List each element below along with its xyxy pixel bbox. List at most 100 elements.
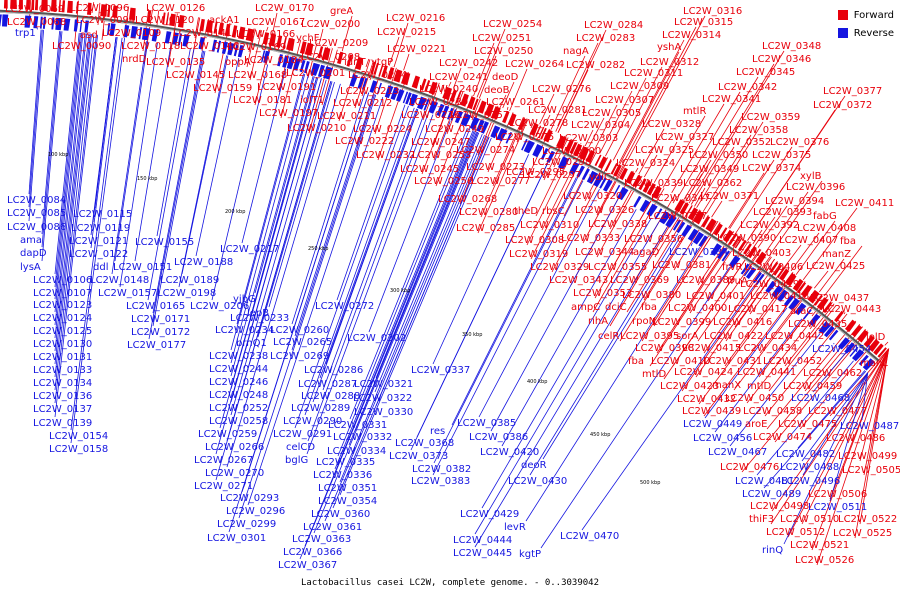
gene-leader (502, 81, 515, 109)
gene-arrow (423, 98, 430, 111)
gene-leader (802, 372, 869, 476)
gene-label: LC2W_0165 (126, 301, 185, 312)
gene-leader (433, 177, 578, 464)
gene-arrow (717, 247, 727, 260)
gene-label: LC2W_0208 (301, 52, 360, 63)
gene-label: sorA (676, 331, 698, 342)
gene-leader (230, 79, 327, 416)
gene-leader (694, 187, 706, 207)
gene-leader (605, 77, 647, 157)
gene-leader (818, 258, 845, 293)
gene-label: LC2W_0184 (244, 55, 303, 66)
gene-arrow (376, 82, 382, 95)
gene-leader (499, 94, 507, 108)
gene-arrow (818, 321, 832, 335)
gene-leader (641, 220, 719, 342)
gene-leader (280, 39, 302, 119)
gene-label: LC2W_0522 (838, 514, 897, 525)
gene-label: LC2W_0096 (70, 3, 129, 14)
gene-arrow (593, 174, 604, 187)
gene-label: LC2W_0398 (635, 343, 694, 354)
gene-leader (167, 11, 170, 14)
gene-arrow (755, 251, 767, 266)
gene-label: LC2W_0319 (509, 249, 568, 260)
gene-label: LC2W_0410 (651, 356, 710, 367)
gene-label: LC2W_0326 (575, 205, 634, 216)
gene-leader (478, 55, 497, 99)
gene-arrow (454, 110, 464, 124)
gene-arrow (390, 87, 400, 100)
gene-leader (829, 372, 869, 502)
gene-label: LC2W_0333 (561, 233, 620, 244)
gene-arrow (800, 284, 812, 298)
gene-leader (236, 73, 304, 325)
gene-label: LC2W_0288 (301, 391, 360, 402)
gene-label: LC2W_0347 (651, 193, 710, 204)
gene-label: yjbG (233, 294, 256, 305)
gene-label: LC2W_0418 (750, 291, 809, 302)
gene-label: LC2W_0274 (456, 145, 515, 156)
gene-label: LC2W_0486 (826, 433, 885, 444)
gene-arrow (277, 54, 283, 67)
gene-label: LC2W_0276 (532, 84, 591, 95)
gene-arrow (646, 203, 658, 217)
gene-arrow (282, 55, 290, 68)
gene-leader (728, 172, 765, 229)
gene-arrow (625, 171, 636, 185)
gene-arrow (310, 62, 321, 76)
gene-leader (771, 348, 890, 512)
gene-label: LC2W_0408 (797, 223, 856, 234)
reverse-swatch (837, 28, 848, 38)
gene-arrow (713, 223, 723, 236)
gene-leader (593, 104, 618, 151)
gene-label: LC2W_0247 (411, 137, 470, 148)
legend-reverse-label: Reverse (853, 27, 894, 39)
gene-label: LC2W_0293 (220, 493, 279, 504)
gene-leader (167, 13, 178, 68)
gene-leader (542, 235, 682, 460)
gene-arrow (40, 0, 48, 12)
gene-label: LC2W_0526 (795, 555, 854, 566)
gene-leader (624, 15, 706, 167)
gene-arrow (286, 56, 296, 70)
gene-label: LC2W_0343 (549, 275, 608, 286)
gene-label: LC2W_0123 (33, 300, 92, 311)
tick-label: 100 kbp (48, 152, 68, 158)
gene-arrow (218, 22, 224, 36)
gene-arrow (460, 93, 469, 107)
gene-arrow (107, 4, 111, 18)
gene-label: LC2W_0302 (347, 333, 406, 344)
gene-arrow (276, 35, 283, 48)
gene-leader (854, 348, 890, 539)
gene-arrow (304, 42, 314, 56)
gene-leader (754, 216, 776, 246)
gene-label: manX (712, 380, 741, 391)
gene-leader (784, 303, 835, 367)
legend-forward-label: Forward (853, 9, 894, 21)
gene-label: LC2W_0201 (286, 68, 345, 79)
gene-leader (41, 31, 62, 248)
gene-label: LC2W_0198 (157, 288, 216, 299)
gene-label: LC2W_0086 (7, 222, 66, 233)
gene-arrow (262, 32, 270, 45)
legend: Forward Reverse (837, 6, 894, 42)
gene-leader (54, 33, 90, 352)
gene-label: LC2W_0303 (559, 133, 618, 144)
gene-label: LC2W_0327 (655, 132, 714, 143)
gene-label: LC2W_0211 (317, 111, 376, 122)
tick-label: 200 kbp (225, 209, 245, 215)
gene-arrow (687, 228, 699, 241)
gene-arrow (505, 132, 513, 144)
gene-label: LC2W_0352 (712, 137, 771, 148)
tick-label: 350 kbp (462, 332, 482, 338)
gene-arrow (408, 93, 418, 107)
gene-leader (432, 180, 584, 476)
gene-label: LC2W_0376 (770, 137, 829, 148)
gene-leader (195, 57, 240, 257)
gene-arrow (868, 339, 880, 352)
gene-arrow (617, 187, 629, 201)
gene-arrow (393, 69, 403, 83)
gene-label: LC2W_0361 (303, 522, 362, 533)
gene-arrow (417, 96, 427, 110)
gene-arrow (63, 18, 71, 31)
